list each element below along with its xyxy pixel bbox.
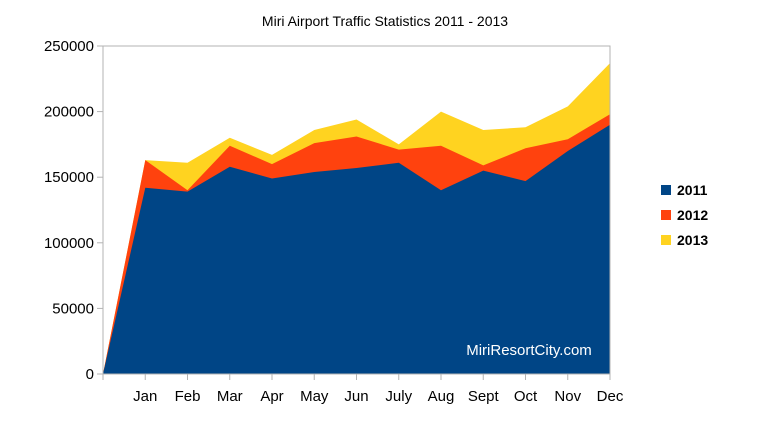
x-tick-label: Apr [260, 388, 283, 405]
legend-swatch-2012 [661, 210, 671, 220]
x-tick-label: Mar [217, 388, 243, 405]
y-tick-label: 250000 [44, 38, 94, 55]
x-tick-label: July [385, 388, 412, 405]
x-tick-label: Nov [554, 388, 581, 405]
x-tick-label: Aug [428, 388, 455, 405]
legend-label-2012: 2012 [677, 207, 708, 223]
y-tick-label: 150000 [44, 169, 94, 186]
y-tick-label: 100000 [44, 235, 94, 252]
x-tick-label: May [300, 388, 329, 405]
x-tick-label: Jan [133, 388, 157, 405]
area-series-2011 [103, 124, 610, 374]
x-tick-label: Dec [597, 388, 624, 405]
x-tick-label: Feb [175, 388, 201, 405]
x-tick-label: Sept [468, 388, 500, 405]
watermark-text: MiriResortCity.com [466, 342, 592, 359]
plot-area: 0 50000 100000 150000 200000 250000 Jan Feb Mar… [44, 38, 624, 405]
legend-label-2013: 2013 [677, 232, 708, 248]
chart-title: Miri Airport Traffic Statistics 2011 - 2… [262, 13, 508, 29]
legend-swatch-2013 [661, 235, 671, 245]
legend-label-2011: 2011 [677, 182, 708, 198]
y-tick-label: 200000 [44, 104, 94, 121]
x-tick-label: Jun [344, 388, 368, 405]
legend: 2011 2012 2013 [661, 182, 708, 248]
y-tick-label: 50000 [52, 300, 94, 317]
legend-swatch-2011 [661, 185, 671, 195]
x-tick-label: Oct [514, 388, 538, 405]
y-tick-label: 0 [86, 366, 94, 383]
